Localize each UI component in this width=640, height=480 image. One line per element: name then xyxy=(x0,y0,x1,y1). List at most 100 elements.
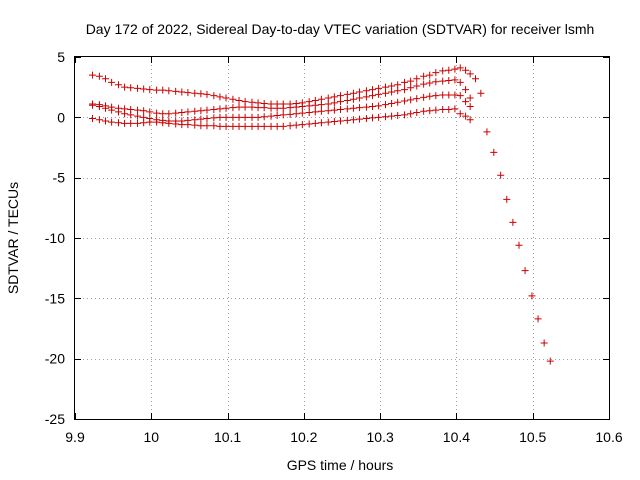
data-point xyxy=(343,96,351,104)
data-point xyxy=(407,77,415,85)
data-point xyxy=(362,103,370,111)
data-point xyxy=(356,104,364,112)
data-point xyxy=(203,122,211,130)
data-point xyxy=(235,122,243,130)
data-point xyxy=(466,116,474,124)
data-point xyxy=(203,90,211,98)
data-point xyxy=(534,315,542,323)
y-tick-label: -25 xyxy=(45,411,65,427)
data-point xyxy=(330,118,338,126)
data-point xyxy=(241,122,249,130)
gridlines xyxy=(75,57,609,419)
data-point xyxy=(311,101,319,109)
data-point xyxy=(466,102,474,110)
data-point xyxy=(216,93,224,101)
data-point xyxy=(273,122,281,130)
data-point xyxy=(102,117,110,125)
data-point xyxy=(420,93,428,101)
x-tick-label: 10.3 xyxy=(367,429,394,445)
data-point xyxy=(369,102,377,110)
data-point xyxy=(349,116,357,124)
data-point xyxy=(451,105,459,113)
y-tick-label: -5 xyxy=(53,170,66,186)
data-point xyxy=(432,106,440,114)
data-point xyxy=(267,112,275,120)
data-point xyxy=(134,112,142,120)
data-point xyxy=(260,122,268,130)
data-point xyxy=(456,92,464,100)
data-point xyxy=(108,106,116,114)
data-point xyxy=(254,122,262,130)
data-point xyxy=(401,86,409,94)
data-point xyxy=(420,72,428,80)
data-point xyxy=(235,96,243,104)
data-point xyxy=(222,104,230,112)
data-point xyxy=(456,110,464,118)
data-point xyxy=(439,67,447,75)
data-point xyxy=(362,115,370,123)
data-point xyxy=(178,109,186,117)
data-point xyxy=(394,98,402,106)
data-point xyxy=(330,93,338,101)
data-point xyxy=(413,109,421,117)
data-point xyxy=(279,111,287,119)
data-point xyxy=(515,241,523,249)
data-point xyxy=(343,105,351,113)
data-points xyxy=(89,64,554,365)
data-point xyxy=(381,101,389,109)
data-point xyxy=(102,75,110,83)
data-point xyxy=(349,95,357,103)
data-point xyxy=(324,118,332,126)
data-point xyxy=(426,71,434,79)
data-point xyxy=(134,106,142,114)
data-point xyxy=(108,78,116,86)
y-tick-label: 5 xyxy=(57,49,65,65)
data-point xyxy=(462,112,470,120)
data-point xyxy=(407,84,415,92)
data-point xyxy=(432,69,440,77)
data-point xyxy=(445,105,453,113)
data-point xyxy=(108,118,116,126)
data-point xyxy=(146,118,154,126)
data-point xyxy=(159,86,167,94)
data-point xyxy=(127,84,135,92)
data-point xyxy=(235,113,243,121)
data-point xyxy=(95,116,103,124)
data-point xyxy=(121,110,129,118)
data-point xyxy=(330,106,338,114)
data-point xyxy=(381,83,389,91)
data-point xyxy=(273,104,281,112)
data-point xyxy=(394,81,402,89)
data-point xyxy=(477,89,485,97)
data-point xyxy=(445,77,453,85)
data-point xyxy=(248,113,256,121)
data-point xyxy=(184,108,192,116)
data-point xyxy=(343,116,351,124)
data-point xyxy=(317,101,325,109)
data-point xyxy=(356,94,364,102)
data-point xyxy=(191,89,199,97)
data-point xyxy=(305,120,313,128)
data-point xyxy=(349,104,357,112)
series-track-peak xyxy=(456,64,554,365)
data-point xyxy=(472,75,479,83)
data-point xyxy=(210,114,218,122)
data-point xyxy=(203,106,211,114)
data-point xyxy=(197,122,205,130)
data-point xyxy=(317,119,325,127)
data-point xyxy=(248,103,256,111)
data-point xyxy=(375,113,383,121)
x-tick-labels: 9.9 10 10.1 10.2 10.3 10.4 10.5 10.6 xyxy=(65,429,623,445)
data-point xyxy=(229,122,237,130)
data-point xyxy=(426,79,434,87)
data-point xyxy=(165,87,173,95)
data-point xyxy=(292,103,300,111)
data-point xyxy=(140,85,148,93)
data-point xyxy=(456,64,464,72)
data-point xyxy=(407,110,415,118)
data-point xyxy=(267,122,275,130)
data-point xyxy=(241,103,249,111)
data-point xyxy=(503,195,511,203)
data-point xyxy=(172,87,180,95)
data-point xyxy=(375,84,383,92)
